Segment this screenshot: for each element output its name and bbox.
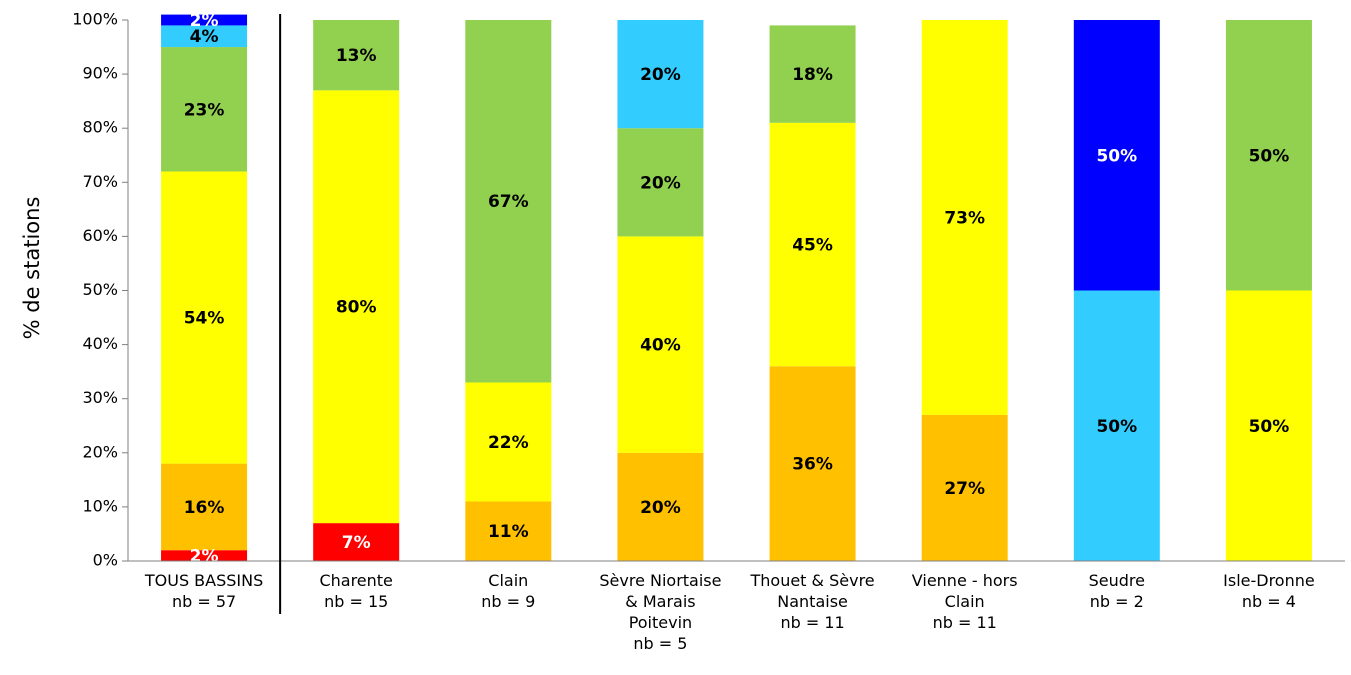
bar-segment [313, 90, 400, 524]
y-tick-label: 100% [72, 10, 118, 29]
x-category-label: nb = 9 [481, 592, 535, 611]
x-category-label: TOUS BASSINS [144, 571, 263, 590]
y-axis: 0% 10% 20% 30% 40% 50% 60% 70% 80% 90% 100% [72, 10, 129, 570]
bar-segment [313, 20, 400, 91]
data-label: 16% [184, 498, 225, 518]
x-category-label: Poitevin [629, 613, 692, 632]
bar-segment [161, 14, 248, 26]
data-label: 7% [342, 533, 371, 553]
y-tick-label: 0% [93, 551, 118, 570]
data-label: 67% [488, 192, 529, 212]
bar-segment [465, 501, 552, 561]
y-tick-label: 70% [82, 172, 118, 191]
data-label: 36% [792, 455, 833, 475]
bar-segment [161, 171, 248, 464]
x-category-label: nb = 11 [780, 613, 844, 632]
data-label: 80% [336, 298, 377, 318]
x-category-label: nb = 11 [933, 613, 997, 632]
bar-segment [921, 20, 1008, 415]
bar-segment [161, 25, 248, 48]
x-category-label: nb = 5 [633, 634, 687, 653]
data-label: 23% [184, 100, 225, 120]
x-category-label: Clain [945, 592, 985, 611]
data-label: 50% [1096, 417, 1137, 437]
y-tick-label: 20% [82, 442, 118, 461]
y-tick-label: 90% [82, 64, 118, 83]
bar-segment [1225, 290, 1312, 561]
data-label: 20% [640, 498, 681, 518]
bar-segment [1073, 20, 1160, 291]
y-tick-label: 40% [82, 334, 118, 353]
data-label: 20% [640, 173, 681, 193]
segment-labels: 2%16%54%23%4%2%7%80%13%11%22%67%20%40%20… [184, 11, 1290, 567]
bar-segment [1073, 290, 1160, 561]
x-category-label: Vienne - hors [912, 571, 1018, 590]
data-label: 40% [640, 336, 681, 356]
x-category-label: Clain [488, 571, 528, 590]
data-label: 45% [792, 236, 833, 256]
bar-segment [465, 382, 552, 502]
data-label: 50% [1096, 146, 1137, 166]
bar-segment [617, 128, 704, 237]
bar-segment [769, 366, 856, 561]
x-category-label: Seudre [1089, 571, 1145, 590]
bar-segment [769, 122, 856, 367]
y-tick-label: 10% [82, 496, 118, 515]
x-category-label: nb = 15 [324, 592, 388, 611]
bar-segment [161, 463, 248, 551]
bar-segment [161, 550, 248, 561]
bar-segment [161, 47, 248, 172]
data-label: 18% [792, 65, 833, 85]
bar-segment [617, 236, 704, 453]
x-category-label: Sèvre Niortaise [599, 571, 721, 590]
x-category-label: Nantaise [777, 592, 848, 611]
data-label: 50% [1249, 417, 1290, 437]
bar-segment [1225, 20, 1312, 291]
bar-segment [465, 20, 552, 383]
y-tick-label: 50% [82, 280, 118, 299]
bar-segment [921, 414, 1008, 561]
data-label: 13% [336, 46, 377, 66]
x-axis: TOUS BASSINS nb = 57 Charente nb = 15 Clain n… [128, 14, 1345, 653]
x-category-label: & Marais [625, 592, 695, 611]
data-label: 4% [190, 27, 219, 47]
bar-segment [617, 452, 704, 561]
data-label: 50% [1249, 146, 1290, 166]
x-category-label: nb = 4 [1242, 592, 1296, 611]
data-label: 20% [640, 65, 681, 85]
data-label: 27% [944, 479, 985, 499]
x-category-label: Charente [319, 571, 392, 590]
data-label: 2% [190, 547, 219, 567]
y-axis-title: % de stations [20, 197, 44, 340]
y-tick-label: 80% [82, 118, 118, 137]
bar-segment [769, 25, 856, 123]
data-label: 22% [488, 433, 529, 453]
y-tick-label: 60% [82, 226, 118, 245]
data-label: 54% [184, 309, 225, 329]
bars [161, 14, 1312, 561]
data-label: 11% [488, 522, 529, 542]
x-category-label: Isle-Dronne [1223, 571, 1315, 590]
y-tick-label: 30% [82, 388, 118, 407]
x-category-label: Thouet & Sèvre [749, 571, 874, 590]
bar-segment [313, 523, 400, 561]
data-label: 73% [944, 208, 985, 228]
x-category-label: nb = 57 [172, 592, 236, 611]
x-category-label: nb = 2 [1090, 592, 1144, 611]
bar-segment [617, 20, 704, 129]
data-label: 2% [190, 11, 219, 31]
